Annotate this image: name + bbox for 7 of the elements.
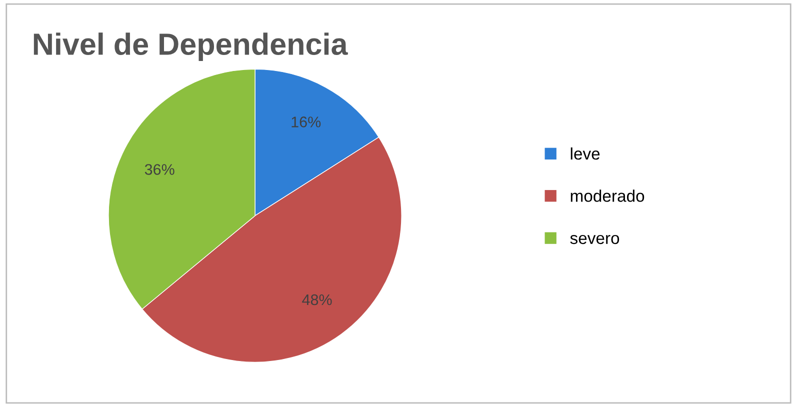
legend-label: severo <box>570 234 620 244</box>
chart-title: Nivel de Dependencia <box>34 32 348 62</box>
data-label: 36% <box>144 164 174 175</box>
legend-label: moderado <box>570 190 644 202</box>
data-label: 48% <box>302 294 332 306</box>
legend-label: leve <box>570 147 600 160</box>
data-label: 16% <box>292 116 321 128</box>
